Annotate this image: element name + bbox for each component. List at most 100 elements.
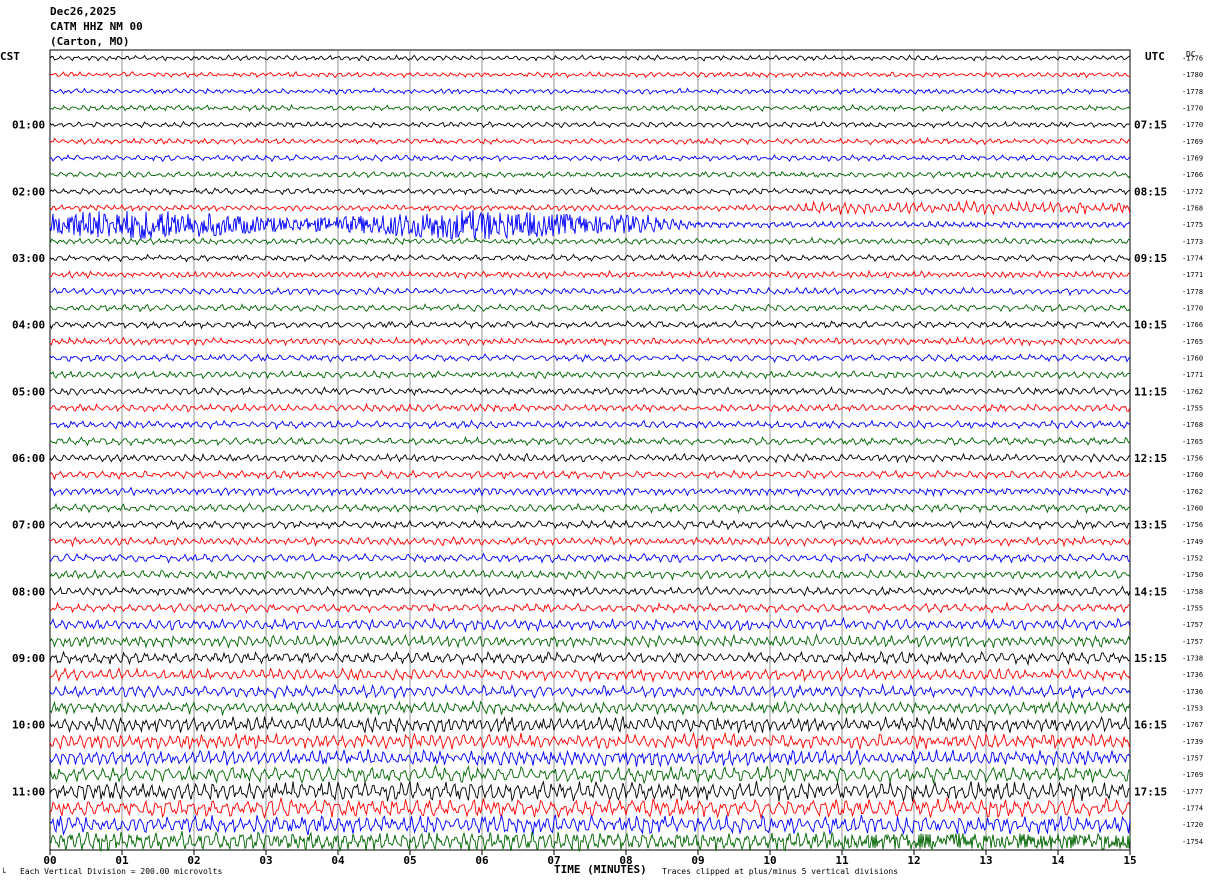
- corner-mark: └: [1, 868, 6, 877]
- seismic-trace: [49, 780, 1131, 803]
- seismic-trace: [49, 386, 1131, 397]
- dc-offset-label: -1768: [1182, 421, 1203, 429]
- x-tick-label: 10: [763, 854, 776, 867]
- dc-offset-label: -1752: [1182, 555, 1203, 563]
- dc-offset-label: -1757: [1182, 638, 1203, 646]
- dc-offset-label: -1754: [1182, 838, 1203, 846]
- seismic-traces: [49, 54, 1131, 853]
- seismic-trace: [49, 764, 1131, 785]
- left-hour-label: 09:00: [12, 652, 45, 665]
- seismic-trace: [49, 199, 1131, 216]
- seismic-trace: [49, 402, 1131, 414]
- seismic-trace: [49, 236, 1131, 246]
- x-axis-title: TIME (MINUTES): [554, 863, 647, 876]
- dc-offset-label: -1757: [1182, 621, 1203, 629]
- dc-offset-label: -1736: [1182, 688, 1203, 696]
- plot-grid: [49, 49, 1131, 851]
- dc-offset-label: -1749: [1182, 538, 1203, 546]
- x-tick-label: 02: [187, 854, 200, 867]
- dc-offset-label: -1778: [1182, 288, 1203, 296]
- seismic-trace: [49, 585, 1131, 598]
- right-hour-label: 10:15: [1134, 319, 1167, 332]
- x-tick-label: 14: [1051, 854, 1065, 867]
- dc-offset-label: -1765: [1182, 338, 1203, 346]
- dc-offset-label: -1778: [1182, 88, 1203, 96]
- right-hour-label: 12:15: [1134, 452, 1167, 465]
- seismic-trace: [49, 616, 1131, 633]
- x-tick-label: 07: [547, 854, 560, 867]
- dc-offset-label: -1774: [1182, 255, 1203, 263]
- seismic-trace: [49, 353, 1131, 363]
- seismic-trace: [49, 502, 1131, 514]
- seismic-trace: [49, 813, 1131, 836]
- left-hour-label: 10:00: [12, 719, 45, 732]
- left-hour-label: 07:00: [12, 519, 45, 532]
- dc-offset-label: -1766: [1182, 171, 1203, 179]
- dc-offset-label: -1750: [1182, 571, 1203, 579]
- seismic-trace: [49, 486, 1131, 498]
- scale-note: Each Vertical Division = 200.00 microvol…: [20, 867, 223, 876]
- dc-offset-header: DC: [1186, 50, 1196, 59]
- dc-offset-label: -1757: [1182, 755, 1203, 763]
- dc-offset-label: -1739: [1182, 738, 1203, 746]
- right-hour-label: 15:15: [1134, 652, 1167, 665]
- seismic-trace: [49, 419, 1131, 430]
- seismic-trace: [49, 568, 1131, 581]
- x-tick-label: 13: [979, 854, 992, 867]
- dc-offset-label: -1720: [1182, 821, 1203, 829]
- x-tick-label: 03: [259, 854, 272, 867]
- left-hour-label: 05:00: [12, 385, 45, 398]
- dc-offset-label: -1769: [1182, 155, 1203, 163]
- plot-labels: 00 01 02 03 04 05 06 07 08 09 10 11 12 13 14 15 -1776 -17…: [12, 55, 1203, 868]
- x-tick-label: 15: [1123, 854, 1136, 867]
- x-tick-label: 12: [907, 854, 920, 867]
- dc-offset-label: -1776: [1182, 55, 1203, 63]
- dc-offset-label: -1762: [1182, 388, 1203, 396]
- seismic-trace: [49, 436, 1131, 447]
- dc-offset-label: -1770: [1182, 105, 1203, 113]
- plot-date: Dec26,2025: [50, 5, 117, 18]
- dc-offset-label: -1780: [1182, 71, 1203, 79]
- dc-offset-label: -1753: [1182, 705, 1203, 713]
- seismic-trace: [49, 209, 1131, 240]
- left-hour-label: 08:00: [12, 585, 45, 598]
- left-hour-label: 11:00: [12, 785, 45, 798]
- x-tick-label: 00: [43, 854, 56, 867]
- dc-offset-label: -1777: [1182, 788, 1203, 796]
- seismic-trace: [49, 749, 1131, 768]
- dc-offset-label: -1771: [1182, 271, 1203, 279]
- seismic-trace: [49, 683, 1131, 700]
- seismic-trace: [49, 70, 1130, 79]
- left-hour-label: 01:00: [12, 119, 45, 132]
- seismic-trace: [49, 120, 1131, 129]
- dc-offset-label: -1767: [1182, 721, 1203, 729]
- seismic-trace: [49, 633, 1131, 649]
- right-hour-label: 09:15: [1134, 252, 1167, 265]
- x-tick-label: 09: [691, 854, 704, 867]
- seismic-trace: [49, 796, 1131, 820]
- seismic-trace: [49, 830, 1131, 853]
- seismic-trace: [49, 650, 1131, 667]
- left-hour-label: 06:00: [12, 452, 45, 465]
- x-tick-label: 06: [475, 854, 489, 867]
- dc-offset-label: -1775: [1182, 221, 1203, 229]
- seismic-trace: [49, 87, 1131, 96]
- seismic-trace: [49, 154, 1131, 163]
- left-hour-label: 03:00: [12, 252, 45, 265]
- seismic-trace: [49, 452, 1131, 464]
- x-tick-label: 04: [331, 854, 345, 867]
- x-tick-label: 11: [835, 854, 849, 867]
- seismic-trace: [49, 666, 1131, 683]
- dc-offset-label: -1774: [1182, 805, 1203, 813]
- dc-offset-label: -1758: [1182, 588, 1203, 596]
- seismic-trace: [49, 699, 1131, 717]
- right-hour-label: 07:15: [1134, 119, 1167, 132]
- station-code: CATM HHZ NM 00: [50, 20, 143, 33]
- right-hour-label: 11:15: [1134, 385, 1167, 398]
- seismic-trace: [49, 103, 1131, 113]
- right-hour-label: 13:15: [1134, 519, 1167, 532]
- seismic-trace: [49, 535, 1131, 548]
- x-tick-label: 05: [403, 854, 416, 867]
- seismic-trace: [49, 253, 1131, 263]
